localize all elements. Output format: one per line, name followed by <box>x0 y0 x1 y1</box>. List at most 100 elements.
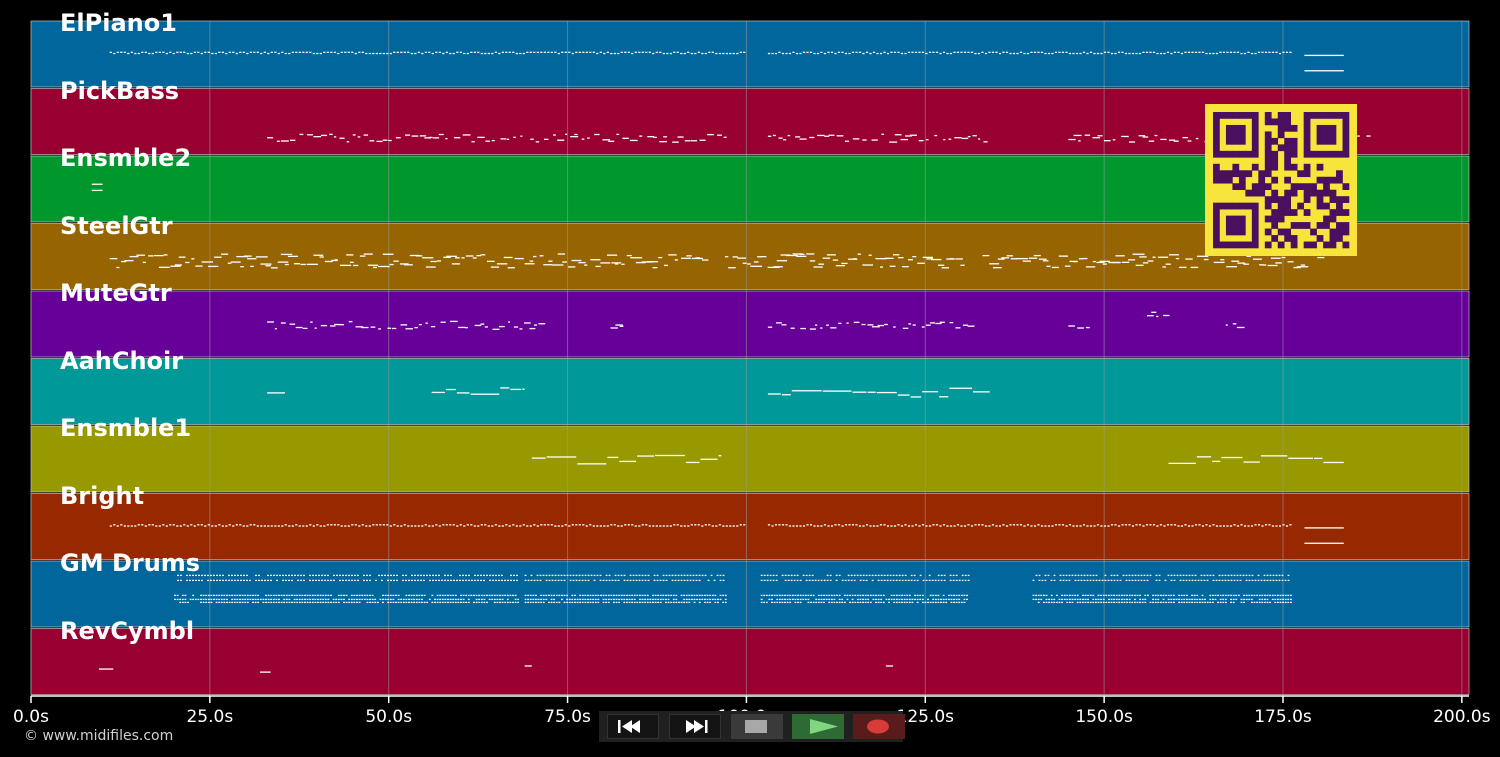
note <box>820 51 823 53</box>
note <box>833 598 836 601</box>
note <box>1191 51 1194 53</box>
note <box>470 594 473 597</box>
note <box>1194 579 1197 582</box>
note <box>369 594 371 597</box>
note <box>937 598 940 601</box>
note <box>1110 598 1113 601</box>
note <box>921 326 925 328</box>
note <box>901 601 903 604</box>
note <box>1224 579 1227 582</box>
note <box>641 51 644 53</box>
qr-module <box>1251 131 1259 139</box>
note <box>960 51 963 53</box>
note <box>231 594 234 597</box>
note <box>375 579 377 582</box>
note <box>809 260 816 262</box>
note <box>898 579 901 582</box>
note <box>898 256 904 259</box>
qr-module <box>1271 137 1279 145</box>
note <box>851 601 854 604</box>
note <box>239 524 242 526</box>
note <box>964 579 967 582</box>
note <box>374 601 377 604</box>
note <box>812 594 815 597</box>
note <box>438 51 441 53</box>
note <box>890 51 893 53</box>
record-button[interactable] <box>853 714 905 739</box>
note <box>1133 598 1136 601</box>
note <box>600 262 611 264</box>
note <box>489 579 491 582</box>
stop-button[interactable] <box>731 714 783 739</box>
note <box>715 525 718 527</box>
fast-forward-button[interactable] <box>669 714 721 739</box>
note <box>880 266 884 268</box>
note <box>988 525 991 527</box>
note <box>799 579 802 582</box>
note <box>1230 594 1232 597</box>
note <box>210 574 212 577</box>
note <box>207 601 210 604</box>
note <box>524 594 527 597</box>
note <box>337 524 340 526</box>
note <box>1066 601 1069 604</box>
note <box>519 525 522 527</box>
note <box>1201 525 1205 527</box>
note <box>1209 574 1212 577</box>
note <box>646 594 649 597</box>
note <box>1304 542 1344 544</box>
note <box>1211 594 1214 597</box>
note <box>780 254 791 256</box>
note <box>358 594 361 597</box>
note <box>270 525 273 527</box>
note <box>918 51 921 53</box>
note <box>1115 255 1125 257</box>
note <box>1068 52 1072 55</box>
note <box>797 601 799 604</box>
play-button[interactable] <box>792 714 844 739</box>
note <box>550 598 553 601</box>
note <box>932 524 935 526</box>
qr-module <box>1264 163 1272 171</box>
note <box>483 579 485 582</box>
note <box>911 51 914 53</box>
note <box>241 601 244 604</box>
note <box>961 137 969 140</box>
note <box>1258 598 1261 601</box>
note <box>680 594 683 597</box>
note <box>597 601 600 604</box>
track-label: MuteGtr <box>60 279 172 307</box>
note <box>1079 598 1082 601</box>
rewind-button[interactable] <box>607 714 659 739</box>
note <box>293 594 296 597</box>
note <box>1152 598 1154 601</box>
note <box>1102 601 1105 604</box>
note <box>436 601 439 604</box>
note <box>519 52 522 55</box>
note <box>809 524 813 526</box>
note <box>597 598 600 601</box>
note <box>548 594 550 597</box>
note <box>1212 52 1215 55</box>
note <box>221 51 224 53</box>
note <box>950 598 953 601</box>
note <box>623 579 626 582</box>
note <box>1212 460 1221 463</box>
note <box>466 52 469 55</box>
note <box>698 579 701 582</box>
note <box>512 524 515 526</box>
note <box>220 598 223 601</box>
note <box>846 322 849 324</box>
note <box>895 579 898 582</box>
note <box>228 601 231 604</box>
note <box>309 579 311 582</box>
note <box>223 598 226 601</box>
note <box>594 594 597 597</box>
note <box>927 601 929 604</box>
note <box>361 594 364 597</box>
note <box>1213 261 1225 264</box>
note <box>298 51 301 53</box>
note <box>1121 524 1124 526</box>
note <box>181 601 184 604</box>
note <box>506 598 509 601</box>
